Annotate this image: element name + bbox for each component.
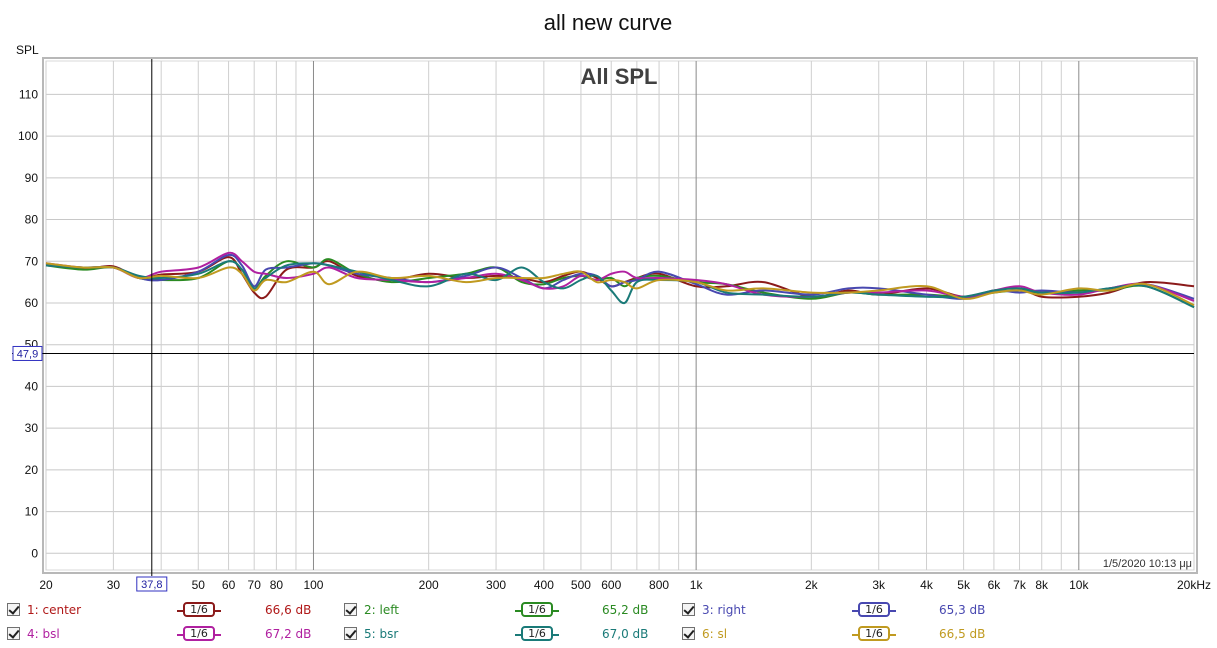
window-title: all new curve — [544, 10, 672, 35]
y-axis-label: SPL — [16, 43, 39, 57]
legend-value-sl: 66,5 dB — [939, 627, 986, 641]
chart-title: All SPL — [580, 64, 657, 89]
cursor-y-readout: 47,9 — [17, 348, 38, 360]
x-tick-label-70: 70 — [248, 578, 262, 592]
x-tick-label-20: 20 — [39, 578, 53, 592]
smoothing-bsl[interactable]: 1/6 — [177, 626, 221, 641]
checkbox-left[interactable] — [344, 603, 357, 616]
grid — [45, 61, 1195, 570]
smoothing-bsr[interactable]: 1/6 — [515, 626, 559, 641]
legend-value-right: 65,3 dB — [939, 603, 986, 617]
smoothing-right[interactable]: 1/6 — [852, 602, 896, 617]
y-tick-label-10: 10 — [25, 505, 39, 519]
y-tick-label-60: 60 — [25, 296, 39, 310]
cursor-y-readout-box — [12, 345, 43, 361]
x-tick-label-50: 50 — [192, 578, 206, 592]
x-tick-label-300: 300 — [486, 578, 506, 592]
x-tick-label-1k: 1k — [690, 578, 704, 592]
y-tick-label-20: 20 — [25, 463, 39, 477]
x-tick-label-5k: 5k — [957, 578, 971, 592]
x-tick-label-100: 100 — [303, 578, 323, 592]
legend-value-bsl: 67,2 dB — [265, 627, 312, 641]
x-tick-labels: 20 30 50 60 70 80 100 200 300 400 500 600 800 1k 2k 3k 4… — [39, 578, 1211, 592]
legend-label-sl: 6: sl — [702, 627, 728, 641]
cursor-x-readout: 37,8 — [141, 579, 162, 591]
legend-row-1: 1: center 1/6 66,6 dB 2: left 1/6 65,2 d… — [0, 601, 1217, 621]
x-tick-label-500: 500 — [571, 578, 591, 592]
y-tick-label-30: 30 — [25, 421, 39, 435]
legend-label-bsr: 5: bsr — [364, 627, 399, 641]
y-tick-label-100: 100 — [18, 129, 38, 143]
checkbox-bsl[interactable] — [7, 627, 20, 640]
smoothing-left[interactable]: 1/6 — [515, 602, 559, 617]
smoothing-label-bsr: 1/6 — [521, 626, 553, 641]
x-tick-label-2k: 2k — [805, 578, 819, 592]
legend-value-left: 65,2 dB — [602, 603, 649, 617]
x-tick-label-3k: 3k — [872, 578, 886, 592]
y-tick-label-40: 40 — [25, 379, 39, 393]
legend-row-2: 4: bsl 1/6 67,2 dB 5: bsr 1/6 67,0 dB 6:… — [0, 625, 1217, 645]
checkbox-sl[interactable] — [682, 627, 695, 640]
smoothing-label-bsl: 1/6 — [183, 626, 215, 641]
smoothing-label-sl: 1/6 — [858, 626, 890, 641]
series-line-5 — [45, 260, 1195, 309]
plot-frame-inner — [45, 60, 1195, 571]
checkbox-center[interactable] — [7, 603, 20, 616]
smoothing-label-center: 1/6 — [183, 602, 215, 617]
x-tick-label-20kHz: 20kHz — [1177, 578, 1211, 592]
legend-label-right: 3: right — [702, 603, 746, 617]
cursor-crosshair[interactable]: 47,9 37,8 — [12, 59, 1194, 592]
legend-value-center: 66,6 dB — [265, 603, 312, 617]
x-tick-label-30: 30 — [107, 578, 121, 592]
x-tick-label-600: 600 — [601, 578, 621, 592]
smoothing-label-left: 1/6 — [521, 602, 553, 617]
y-tick-label-70: 70 — [25, 254, 39, 268]
x-tick-label-7k: 7k — [1013, 578, 1027, 592]
timestamp: 1/5/2020 10:13 μμ — [1103, 558, 1192, 570]
legend-label-center: 1: center — [27, 603, 82, 617]
x-tick-label-60: 60 — [222, 578, 236, 592]
series-line-6 — [45, 262, 1195, 307]
smoothing-sl[interactable]: 1/6 — [852, 626, 896, 641]
x-tick-label-10k: 10k — [1069, 578, 1089, 592]
series-lines — [45, 251, 1195, 309]
y-tick-label-80: 80 — [25, 213, 39, 227]
x-tick-label-6k: 6k — [988, 578, 1002, 592]
x-tick-label-80: 80 — [270, 578, 284, 592]
x-tick-label-400: 400 — [534, 578, 554, 592]
legend-value-bsr: 67,0 dB — [602, 627, 649, 641]
spl-chart[interactable]: all new curve SPL 0 10 20 30 40 50 60 70 80 90 100… — [0, 0, 1217, 600]
y-tick-label-0: 0 — [31, 546, 38, 560]
x-tick-label-4k: 4k — [920, 578, 934, 592]
checkbox-right[interactable] — [682, 603, 695, 616]
x-tick-label-200: 200 — [419, 578, 439, 592]
legend-label-left: 2: left — [364, 603, 399, 617]
checkbox-bsr[interactable] — [344, 627, 357, 640]
cursor-x-readout-box — [136, 576, 168, 592]
smoothing-label-right: 1/6 — [858, 602, 890, 617]
smoothing-center[interactable]: 1/6 — [177, 602, 221, 617]
y-tick-label-90: 90 — [25, 171, 39, 185]
x-tick-label-8k: 8k — [1035, 578, 1049, 592]
legend-label-bsl: 4: bsl — [27, 627, 60, 641]
x-tick-label-800: 800 — [649, 578, 669, 592]
y-tick-label-110: 110 — [19, 87, 38, 101]
